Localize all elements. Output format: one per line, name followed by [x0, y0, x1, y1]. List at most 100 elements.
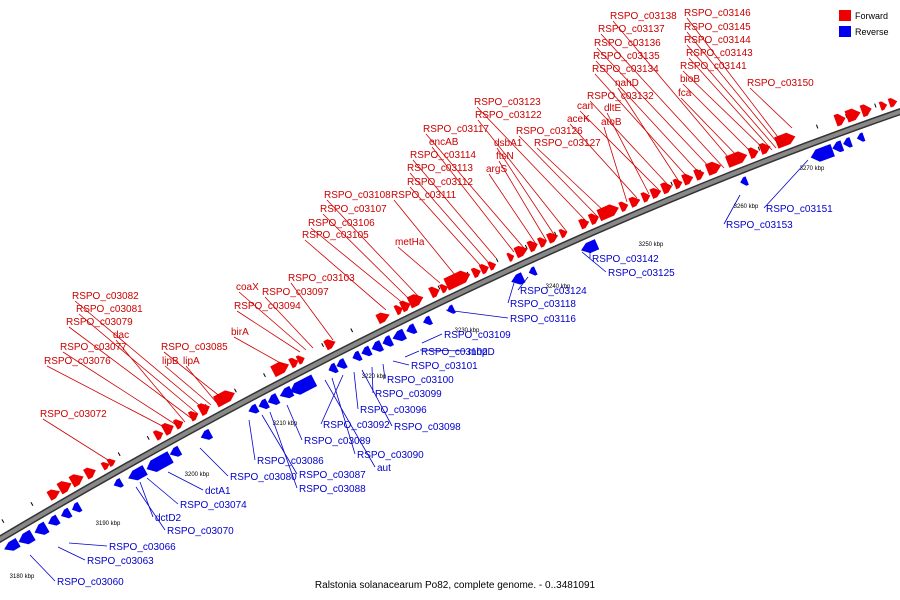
reverse-gene-label: RSPO_c03124: [520, 286, 587, 297]
forward-gene-arrow: [470, 267, 481, 279]
tick-label: 3220 kbp: [362, 374, 387, 380]
forward-gene-label: RSPO_c03076: [44, 356, 111, 367]
forward-gene-label: coaX: [236, 282, 259, 293]
forward-gene-arrow: [100, 461, 110, 471]
forward-gene-label: RSPO_c03127: [534, 138, 601, 149]
forward-leader: [264, 296, 314, 349]
reverse-gene-arrow: [810, 144, 835, 162]
reverse-gene-label: RSPO_c03063: [87, 556, 154, 567]
forward-gene-label: RSPO_c03117: [423, 124, 489, 135]
reverse-gene-arrow: [423, 315, 433, 326]
forward-leader: [431, 146, 515, 253]
legend: Forward Reverse: [839, 10, 889, 37]
forward-gene-arrow: [478, 263, 489, 275]
forward-leader: [476, 106, 588, 223]
reverse-gene-label: RSPO_c03142: [592, 254, 659, 265]
reverse-gene-arrow: [528, 266, 538, 276]
forward-gene-arrow: [288, 357, 299, 369]
reverse-leader: [361, 369, 393, 427]
reverse-gene-arrow: [328, 362, 339, 374]
forward-gene-arrow: [724, 151, 748, 168]
tick-label: 3210 kbp: [273, 421, 298, 427]
forward-gene-label: RSPO_c03113: [407, 163, 473, 174]
forward-gene-arrow: [323, 339, 336, 351]
forward-gene-arrow: [196, 403, 210, 417]
forward-leader: [603, 126, 628, 203]
forward-gene-label: lipA: [183, 356, 200, 367]
forward-gene-label: RSPO_c03112: [407, 177, 473, 188]
forward-leader: [596, 47, 715, 173]
reverse-gene-arrow: [267, 393, 281, 406]
forward-gene-arrow: [758, 142, 771, 155]
forward-gene-label: RSPO_c03144: [684, 35, 751, 46]
reverse-gene-arrow: [392, 328, 407, 342]
reverse-leader: [269, 411, 298, 489]
reverse-gene-arrow: [248, 403, 260, 414]
genome-caption: Ralstonia solanacearum Po82, complete ge…: [315, 580, 596, 591]
forward-gene-arrow: [187, 411, 199, 422]
forward-gene-label: RSPO_c03132: [587, 91, 654, 102]
reverse-leader: [581, 251, 607, 273]
forward-leader: [536, 147, 607, 214]
tick-mark: [757, 146, 761, 151]
legend-reverse-swatch: [839, 26, 851, 37]
reverse-gene-label: RSPO_c03090: [357, 450, 424, 461]
forward-gene-arrow: [526, 240, 538, 253]
reverse-gene-label: RSPO_c03060: [57, 577, 124, 588]
forward-gene-label: argS: [486, 164, 507, 175]
reverse-gene-label: RSPO_c03102: [421, 347, 488, 358]
reverse-gene-arrow: [34, 521, 50, 535]
reverse-gene-arrow: [146, 451, 174, 473]
tick-label: 3190 kbp: [96, 521, 121, 527]
tick-mark: [524, 244, 528, 249]
forward-leader: [409, 186, 481, 266]
reverse-gene-label: RSPO_c03118: [510, 299, 576, 310]
reverse-leader: [392, 360, 410, 366]
forward-gene-arrow: [375, 312, 390, 325]
reverse-gene-arrow: [61, 507, 73, 519]
forward-gene-label: RSPO_c03145: [684, 22, 751, 33]
forward-gene-arrow: [628, 196, 641, 208]
reverse-gene-label: RSPO_c03066: [109, 542, 176, 553]
forward-leader: [425, 133, 525, 249]
forward-gene-arrow: [270, 361, 290, 378]
forward-gene-label: dac: [113, 330, 129, 341]
forward-leader: [579, 110, 660, 191]
forward-leader: [42, 418, 109, 461]
forward-gene-label: RSPO_c03106: [308, 218, 375, 229]
reverse-leader: [517, 276, 529, 291]
forward-gene-arrow: [618, 201, 629, 213]
reverse-leader: [763, 159, 809, 209]
reverse-gene-label: dctD2: [155, 513, 182, 524]
reverse-leader: [371, 366, 374, 394]
forward-gene-arrow: [747, 147, 759, 160]
reverse-gene-label: RSPO_c03070: [167, 526, 234, 537]
tick-mark: [495, 258, 499, 263]
forward-gene-arrow: [399, 300, 411, 313]
tick-label: 3180 kbp: [10, 574, 35, 580]
forward-leader: [310, 227, 405, 305]
forward-gene-arrow: [83, 467, 96, 480]
forward-gene-arrow: [443, 270, 471, 291]
forward-gene-label: RSPO_c03126: [516, 126, 583, 137]
reverse-gene-label: RSPO_c03074: [180, 500, 247, 511]
reverse-gene-arrow: [258, 398, 270, 410]
forward-gene-label: RSPO_c03150: [747, 78, 814, 89]
forward-leader: [115, 339, 186, 423]
forward-leader: [617, 87, 681, 184]
forward-gene-label: RSPO_c03143: [686, 48, 753, 59]
legend-forward-label: Forward: [855, 11, 888, 21]
forward-gene-arrow: [681, 173, 694, 186]
forward-gene-arrow: [660, 182, 673, 195]
reverse-gene-arrow: [446, 304, 456, 314]
reverse-gene-arrow: [382, 335, 394, 347]
tick-label: 3250 kbp: [639, 242, 664, 248]
reverse-gene-arrow: [406, 323, 418, 335]
forward-leader: [164, 365, 212, 406]
tick-mark: [815, 124, 819, 129]
forward-gene-label: RSPO_c03103: [288, 273, 355, 284]
forward-gene-arrow: [393, 304, 403, 316]
reverse-gene-arrow: [352, 350, 363, 362]
tick-mark: [670, 181, 673, 186]
forward-gene-arrow: [859, 104, 872, 118]
